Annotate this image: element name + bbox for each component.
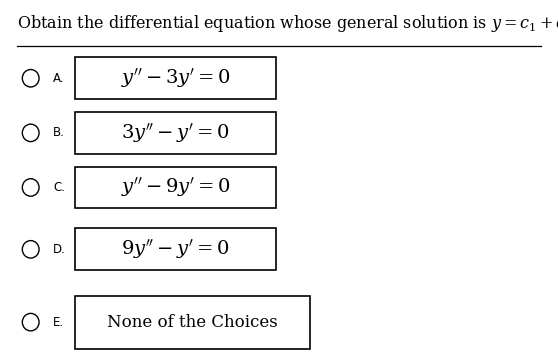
Text: $9y'' - y' = 0$: $9y'' - y' = 0$ — [121, 238, 230, 261]
Bar — [75, 229, 276, 270]
Text: Obtain the differential equation whose general solution is $y = c_1 + c_2e^{3x}$: Obtain the differential equation whose g… — [17, 13, 558, 35]
Text: None of the Choices: None of the Choices — [107, 314, 278, 331]
Bar — [75, 167, 276, 208]
Text: $y'' - 9y' = 0$: $y'' - 9y' = 0$ — [121, 176, 230, 199]
Text: D.: D. — [53, 243, 66, 256]
Text: E.: E. — [53, 316, 64, 329]
Bar — [75, 296, 310, 349]
Text: B.: B. — [53, 126, 65, 139]
Text: $3y'' - y' = 0$: $3y'' - y' = 0$ — [121, 121, 230, 145]
Bar — [75, 57, 276, 99]
Text: A.: A. — [53, 72, 65, 85]
Text: C.: C. — [53, 181, 65, 194]
Bar — [75, 112, 276, 154]
Text: $y'' - 3y' = 0$: $y'' - 3y' = 0$ — [121, 67, 230, 90]
